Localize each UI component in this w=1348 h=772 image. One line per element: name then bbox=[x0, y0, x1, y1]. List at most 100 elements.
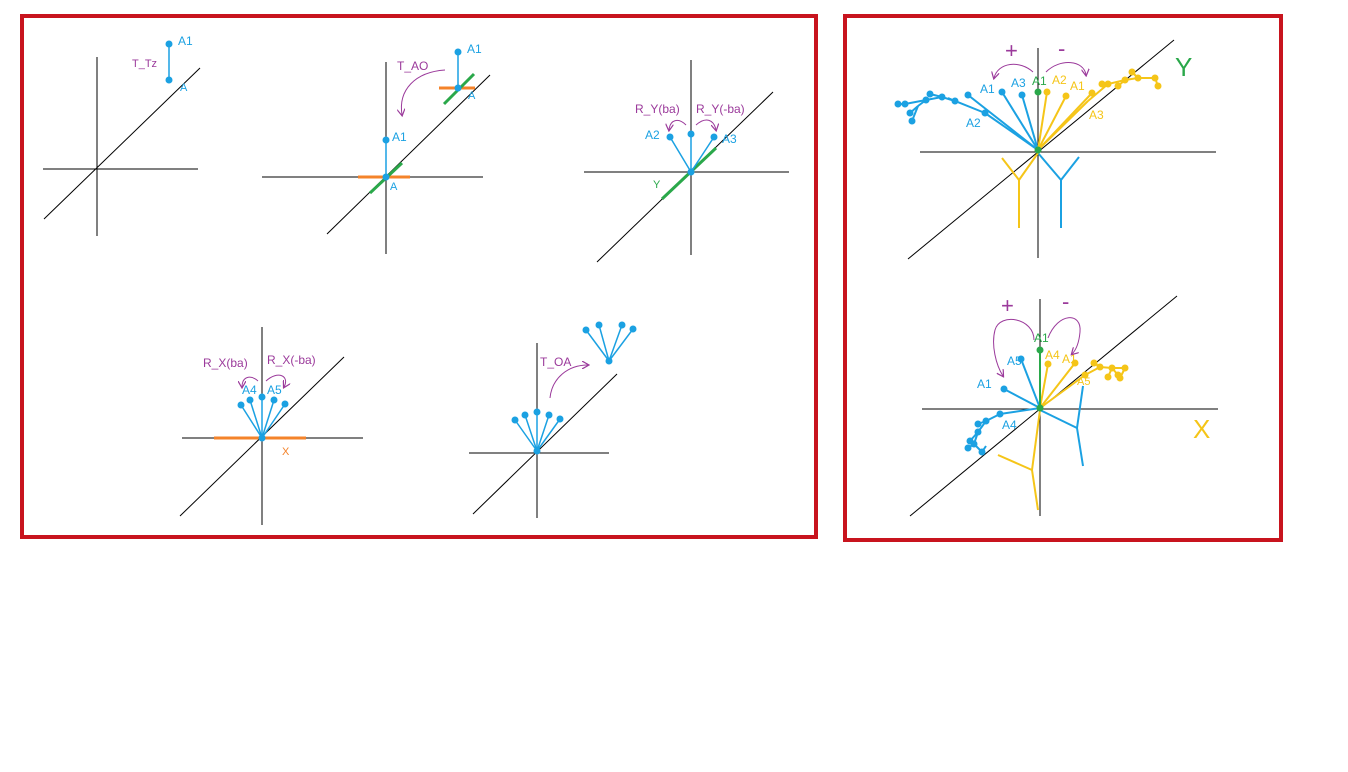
label-op: T_OA bbox=[540, 355, 571, 369]
vector-fan-origin bbox=[514, 412, 561, 452]
axis-label-x: X bbox=[1193, 414, 1210, 444]
right-frame bbox=[843, 14, 1283, 542]
point bbox=[1114, 82, 1122, 90]
blue-fan bbox=[967, 358, 1084, 467]
point bbox=[270, 396, 278, 404]
label-op-minus: R_Y(-ba) bbox=[696, 102, 745, 116]
point bbox=[894, 100, 902, 108]
point bbox=[1128, 68, 1136, 76]
point bbox=[1000, 385, 1008, 393]
point-a1 bbox=[165, 40, 173, 48]
point bbox=[982, 417, 990, 425]
point bbox=[1104, 80, 1112, 88]
vector-a2 bbox=[669, 136, 692, 173]
label-a1-blue: A1 bbox=[977, 377, 992, 391]
panel-7: + - X A1 A5 A4 A1 A1 A5 A4 bbox=[909, 289, 1218, 517]
point bbox=[511, 416, 519, 424]
point bbox=[922, 96, 930, 104]
point bbox=[981, 109, 989, 117]
point bbox=[906, 109, 914, 117]
label-op-minus: R_X(-ba) bbox=[267, 353, 316, 367]
point bbox=[1081, 371, 1089, 379]
point bbox=[545, 411, 553, 419]
point bbox=[1108, 364, 1116, 372]
label-a1-green: A1 bbox=[1034, 331, 1049, 345]
label-op-plus: R_Y(ba) bbox=[635, 102, 680, 116]
point bbox=[1018, 91, 1026, 99]
label-a1-green: A1 bbox=[1032, 74, 1047, 88]
point bbox=[629, 325, 637, 333]
panel-6: + - Y A1 A3 A1 A2 A1 A2 A3 bbox=[894, 36, 1216, 260]
curved-arrow-icon bbox=[994, 63, 1034, 78]
point bbox=[964, 444, 972, 452]
point bbox=[556, 415, 564, 423]
point bbox=[1154, 82, 1162, 90]
point bbox=[951, 97, 959, 105]
point bbox=[595, 321, 603, 329]
label-a3-blue: A3 bbox=[1011, 76, 1026, 90]
label-op: T_Tz bbox=[132, 58, 157, 70]
point bbox=[964, 91, 972, 99]
point bbox=[1062, 92, 1070, 100]
left-frame bbox=[20, 14, 818, 539]
label-a4: A4 bbox=[242, 383, 257, 397]
curved-arrow-icon bbox=[695, 119, 716, 130]
point bbox=[908, 117, 916, 125]
label-a2: A2 bbox=[645, 128, 660, 142]
vector-a3 bbox=[690, 136, 715, 173]
point bbox=[533, 408, 541, 416]
point bbox=[926, 90, 934, 98]
point bbox=[1151, 74, 1159, 82]
label-a: A bbox=[390, 181, 398, 193]
point bbox=[1121, 364, 1129, 372]
point bbox=[1090, 359, 1098, 367]
point bbox=[1134, 74, 1142, 82]
label-a2-yellow: A2 bbox=[1052, 73, 1067, 87]
point bbox=[1071, 359, 1079, 367]
label-a5-blue: A5 bbox=[1007, 354, 1022, 368]
point bbox=[974, 420, 982, 428]
point bbox=[901, 100, 909, 108]
vector-fan bbox=[240, 397, 286, 439]
axis-diagonal bbox=[43, 67, 201, 220]
point bbox=[998, 88, 1006, 96]
point bbox=[970, 440, 978, 448]
point bbox=[521, 411, 529, 419]
label-x: X bbox=[282, 446, 290, 458]
label-a3: A3 bbox=[722, 132, 737, 146]
point-a3 bbox=[710, 133, 718, 141]
label-y: Y bbox=[653, 179, 661, 191]
point bbox=[978, 448, 986, 456]
point-a bbox=[165, 76, 173, 84]
curved-arrow-icon bbox=[265, 374, 286, 387]
point-a bbox=[382, 173, 390, 181]
axis-diagonal bbox=[472, 373, 618, 515]
green-point-a1 bbox=[1034, 88, 1042, 96]
label-a1: A1 bbox=[392, 130, 407, 144]
point bbox=[618, 321, 626, 329]
point bbox=[246, 396, 254, 404]
plus-label: + bbox=[1001, 293, 1014, 318]
point bbox=[582, 326, 590, 334]
top-point-a bbox=[454, 84, 462, 92]
top-point-a1 bbox=[454, 48, 462, 56]
point bbox=[1116, 374, 1124, 382]
point bbox=[938, 93, 946, 101]
label-a1-blue: A1 bbox=[980, 82, 995, 96]
label-a1-yellow: A1 bbox=[1062, 352, 1077, 366]
curved-arrow-icon bbox=[1047, 317, 1081, 354]
point bbox=[1098, 80, 1106, 88]
label-a2-blue: A2 bbox=[966, 116, 981, 130]
origin bbox=[1036, 404, 1044, 412]
plus-label: + bbox=[1005, 38, 1018, 63]
panel-3: R_Y(ba) R_Y(-ba) A2 A3 Y bbox=[584, 60, 789, 263]
point bbox=[1043, 88, 1051, 96]
label-op-plus: R_X(ba) bbox=[203, 356, 248, 370]
curved-arrow-icon bbox=[1045, 62, 1086, 75]
label-a5-yellow: A5 bbox=[1077, 376, 1090, 388]
point bbox=[1044, 360, 1052, 368]
curved-arrow-icon bbox=[242, 376, 259, 387]
axis-diagonal bbox=[326, 74, 491, 235]
curved-arrow-icon bbox=[993, 319, 1035, 376]
